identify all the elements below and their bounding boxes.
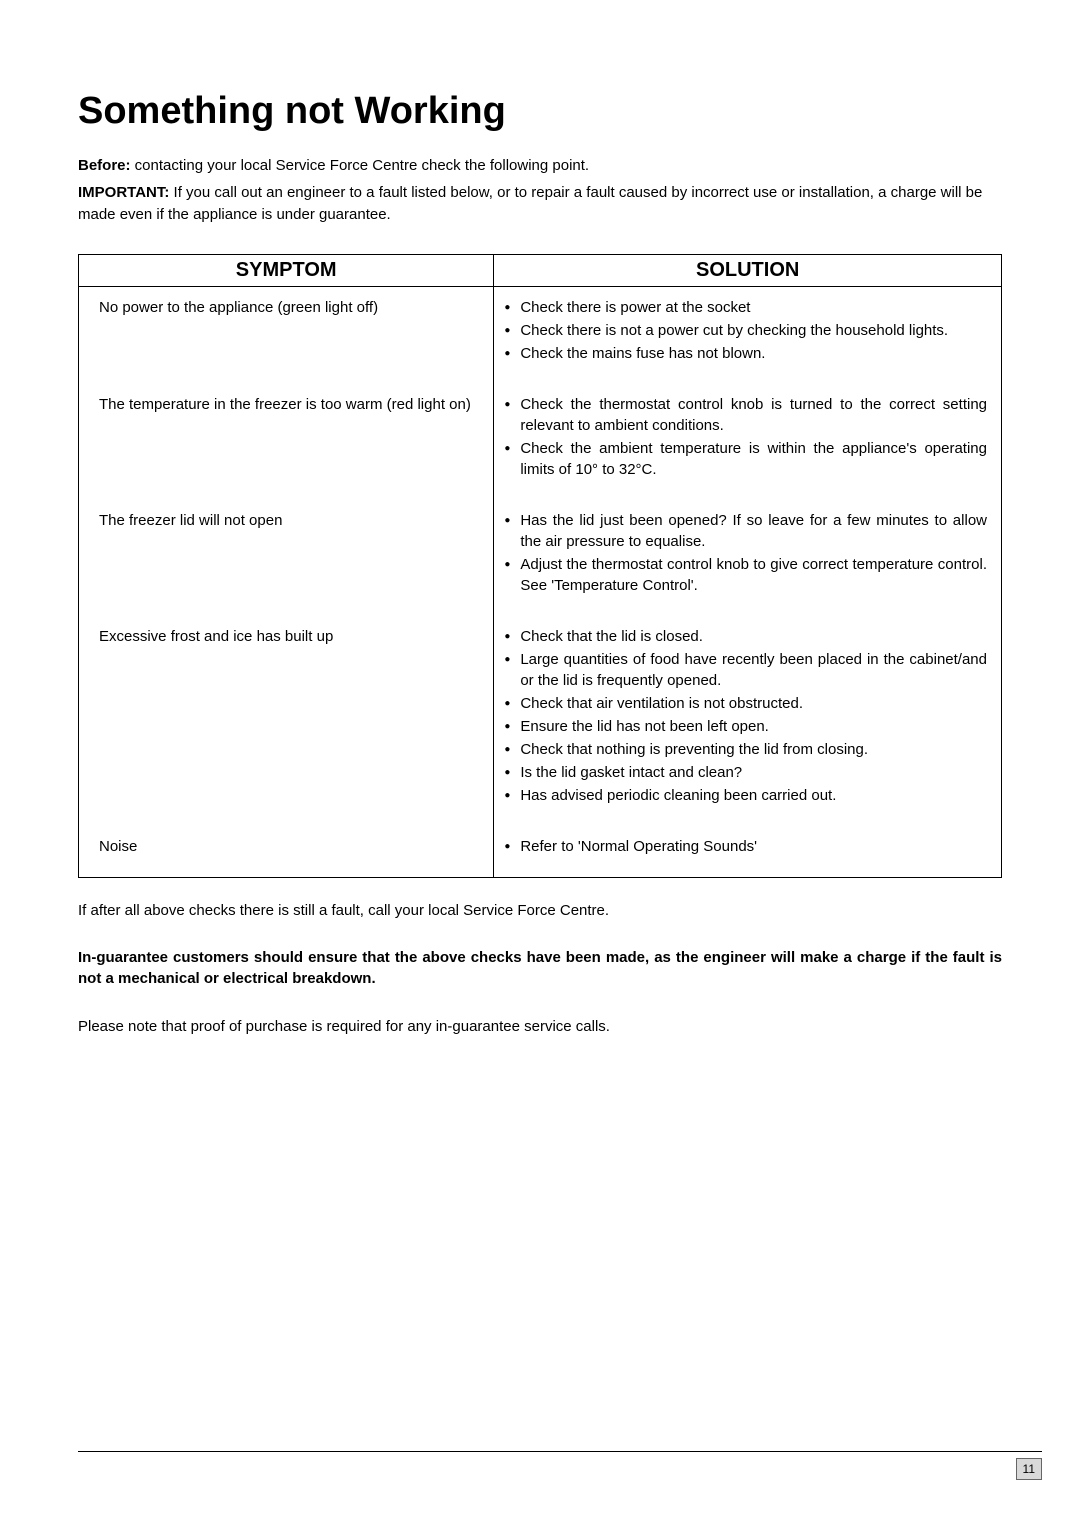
table-row: Noise Refer to 'Normal Operating Sounds' xyxy=(79,826,1002,878)
solution-cell: Check the thermostat control knob is tur… xyxy=(494,384,1002,500)
page-number: 11 xyxy=(1016,1458,1042,1480)
solution-item: Has the lid just been opened? If so leav… xyxy=(504,510,987,552)
solution-item: Check that the lid is closed. xyxy=(504,626,987,647)
symptom-cell: The temperature in the freezer is too wa… xyxy=(79,384,494,500)
solution-item: Ensure the lid has not been left open. xyxy=(504,716,987,737)
symptom-cell: No power to the appliance (green light o… xyxy=(79,286,494,384)
troubleshoot-table: SYMPTOM SOLUTION No power to the applian… xyxy=(78,254,1002,878)
solution-item: Is the lid gasket intact and clean? xyxy=(504,762,987,783)
solution-item: Check that nothing is preventing the lid… xyxy=(504,739,987,760)
table-row: No power to the appliance (green light o… xyxy=(79,286,1002,384)
intro-before: Before: contacting your local Service Fo… xyxy=(78,157,1002,174)
solution-cell: Has the lid just been opened? If so leav… xyxy=(494,500,1002,616)
proof-note: Please note that proof of purchase is re… xyxy=(78,1018,1002,1035)
solution-item: Check the ambient temperature is within … xyxy=(504,438,987,480)
solution-list: Check the thermostat control knob is tur… xyxy=(504,394,987,480)
guarantee-note: In-guarantee customers should ensure tha… xyxy=(78,947,1002,991)
header-symptom: SYMPTOM xyxy=(79,254,494,286)
symptom-cell: Noise xyxy=(79,826,494,878)
important-label: IMPORTANT: xyxy=(78,184,169,201)
solution-cell: Check that the lid is closed.Large quant… xyxy=(494,616,1002,826)
solution-item: Check there is not a power cut by checki… xyxy=(504,320,987,341)
solution-list: Check that the lid is closed.Large quant… xyxy=(504,626,987,806)
solution-item: Has advised periodic cleaning been carri… xyxy=(504,785,987,806)
before-text: contacting your local Service Force Cent… xyxy=(131,157,590,174)
solution-list: Has the lid just been opened? If so leav… xyxy=(504,510,987,596)
solution-item: Check that air ventilation is not obstru… xyxy=(504,693,987,714)
table-row: The freezer lid will not openHas the lid… xyxy=(79,500,1002,616)
solution-item: Check the mains fuse has not blown. xyxy=(504,343,987,364)
solution-cell: Refer to 'Normal Operating Sounds' xyxy=(494,826,1002,878)
after-checks-text: If after all above checks there is still… xyxy=(78,902,1002,919)
before-label: Before: xyxy=(78,157,131,174)
solution-item: Check the thermostat control knob is tur… xyxy=(504,394,987,436)
header-solution: SOLUTION xyxy=(494,254,1002,286)
solution-item: Check there is power at the socket xyxy=(504,297,987,318)
footer-divider xyxy=(78,1451,1042,1452)
solution-item: Large quantities of food have recently b… xyxy=(504,649,987,691)
solution-list: Refer to 'Normal Operating Sounds' xyxy=(504,836,987,857)
table-header-row: SYMPTOM SOLUTION xyxy=(79,254,1002,286)
important-text: If you call out an engineer to a fault l… xyxy=(78,184,982,223)
table-row: The temperature in the freezer is too wa… xyxy=(79,384,1002,500)
solution-item: Refer to 'Normal Operating Sounds' xyxy=(504,836,987,857)
table-row: Excessive frost and ice has built upChec… xyxy=(79,616,1002,826)
solution-cell: Check there is power at the socketCheck … xyxy=(494,286,1002,384)
symptom-cell: The freezer lid will not open xyxy=(79,500,494,616)
page-footer: 11 xyxy=(78,1451,1042,1480)
solution-list: Check there is power at the socketCheck … xyxy=(504,297,987,364)
important-line: IMPORTANT: If you call out an engineer t… xyxy=(78,182,1002,226)
page-title: Something not Working xyxy=(78,90,1002,133)
symptom-cell: Excessive frost and ice has built up xyxy=(79,616,494,826)
solution-item: Adjust the thermostat control knob to gi… xyxy=(504,554,987,596)
